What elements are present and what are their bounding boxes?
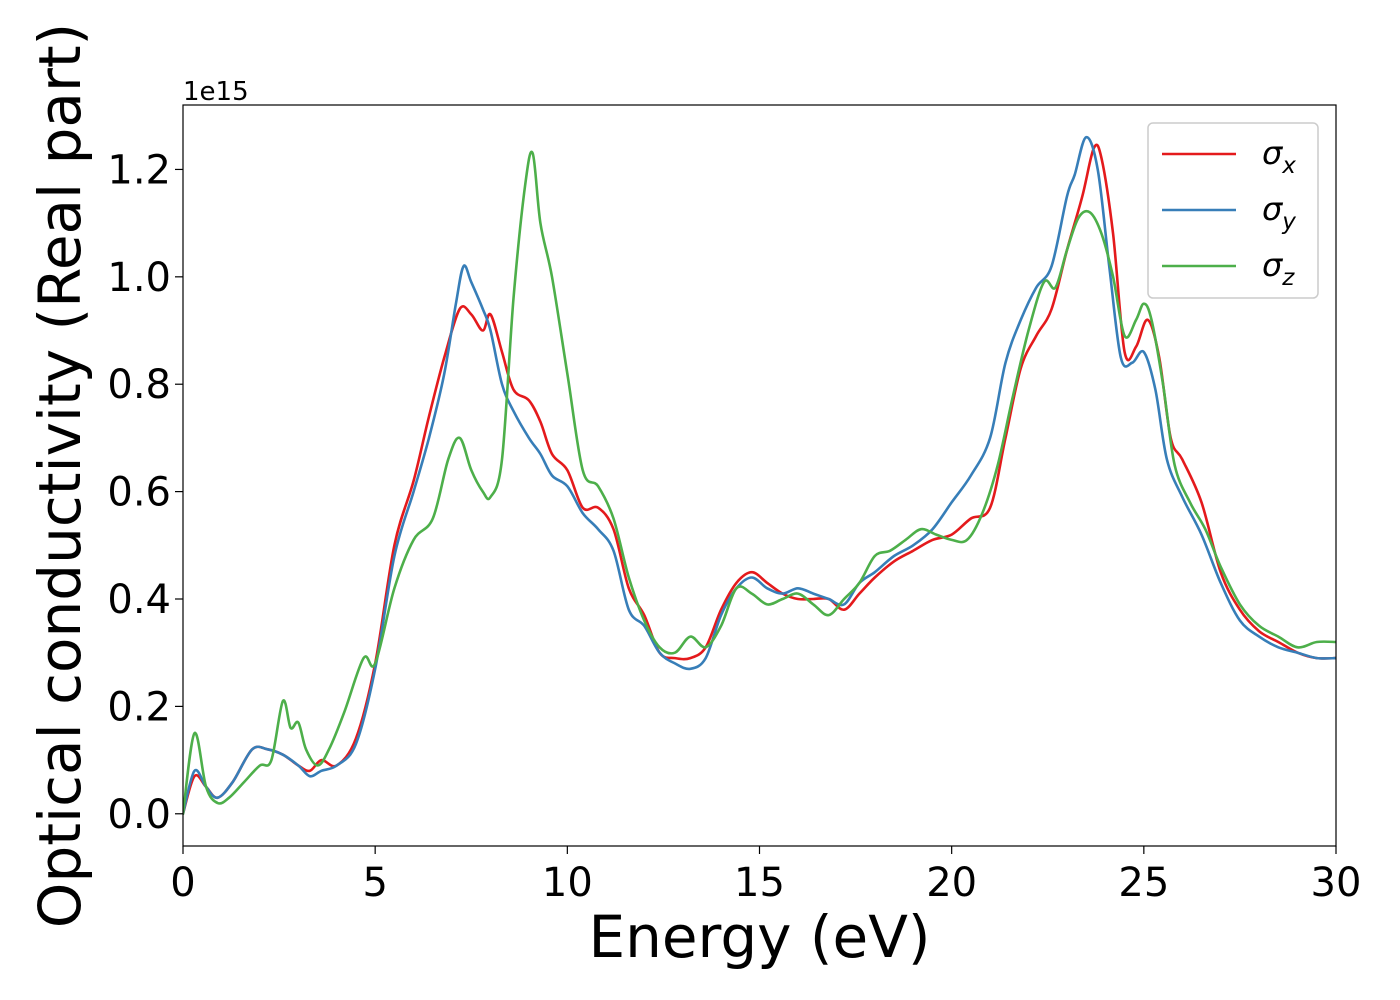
y-tick-label: 0.6	[107, 470, 171, 516]
x-tick-label: 10	[542, 860, 593, 906]
series-line-z	[183, 150, 1336, 816]
y-tick-label: 0.4	[107, 577, 171, 623]
series-layer	[183, 135, 1336, 816]
x-tick-label: 25	[1118, 860, 1169, 906]
plot-area	[183, 105, 1336, 846]
y-tick-label: 1.2	[107, 147, 171, 193]
x-axis-label: Energy (eV)	[588, 903, 930, 971]
y-tick-label: 1.0	[107, 255, 171, 301]
y-tick-label: 0.2	[107, 684, 171, 730]
series-line-y	[183, 135, 1336, 816]
x-tick-label: 15	[734, 860, 785, 906]
legend-label-z: σz	[1262, 246, 1295, 291]
x-tick-label: 0	[170, 860, 195, 906]
legend-label-y: σy	[1262, 190, 1296, 235]
x-axis: 0 5 10 15 20 25 30	[170, 846, 1361, 906]
y-axis-label: Optical conductivity (Real part)	[26, 23, 94, 928]
y-offset-text: 1e15	[183, 77, 249, 107]
x-tick-label: 5	[362, 860, 387, 906]
legend: σx σy σz	[1147, 122, 1319, 299]
y-tick-label: 0.0	[107, 792, 171, 838]
legend-label-x: σx	[1262, 134, 1296, 179]
y-axis: 0.0 0.2 0.4 0.6 0.8 1.0 1.2	[107, 147, 183, 838]
x-tick-label: 30	[1311, 860, 1362, 906]
x-tick-label: 20	[926, 860, 977, 906]
y-tick-label: 0.8	[107, 362, 171, 408]
